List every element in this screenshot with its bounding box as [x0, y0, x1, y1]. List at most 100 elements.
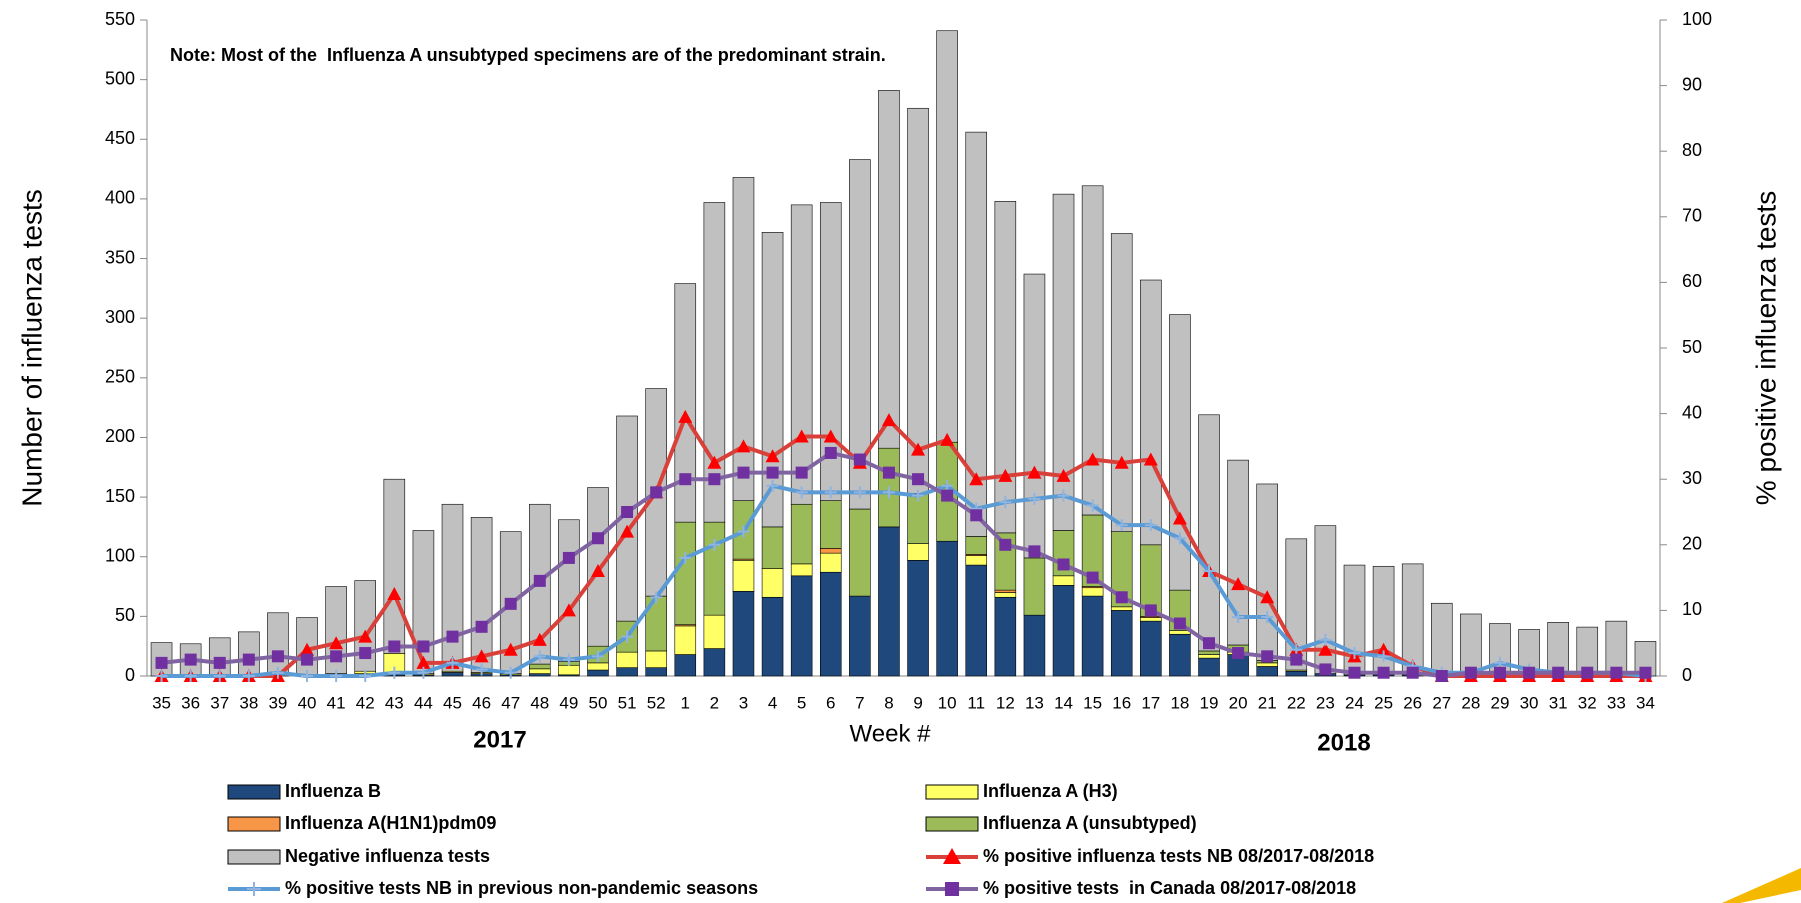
bar-segment	[1052, 585, 1075, 677]
legend-swatch	[227, 816, 281, 832]
y2-tick-label: 60	[1682, 271, 1702, 291]
marker	[766, 479, 779, 492]
marker	[562, 653, 575, 666]
line	[161, 450, 1646, 678]
legend-swatch	[925, 784, 979, 800]
x-tick-label: 22	[1287, 693, 1306, 712]
bar-segment	[790, 204, 813, 505]
bar-segment	[558, 519, 580, 662]
marker	[708, 538, 721, 551]
marker	[911, 442, 926, 456]
marker	[1085, 452, 1100, 466]
y-tick-label: 500	[105, 68, 135, 88]
marker	[213, 656, 226, 669]
marker	[1261, 650, 1274, 663]
y-tick-label: 0	[125, 665, 135, 685]
x-tick-label: 28	[1461, 693, 1480, 712]
bar-segment	[1285, 670, 1308, 677]
marker	[1493, 666, 1506, 679]
marker	[388, 640, 401, 653]
note: Note: Most of the Influenza A unsubtyped…	[170, 45, 886, 65]
legend-item: Negative influenza tests	[227, 846, 490, 866]
bar-segment	[790, 563, 813, 577]
marker	[533, 574, 546, 587]
marker	[329, 636, 344, 650]
bar-segment	[1256, 483, 1278, 661]
x-tick-label: 29	[1491, 693, 1510, 712]
legend-item: % positive influenza tests NB 08/2017-08…	[926, 846, 1374, 866]
marker	[533, 650, 546, 663]
bar-segment	[1081, 595, 1104, 677]
marker	[590, 564, 605, 578]
x-tick-label: 3	[739, 693, 748, 712]
legend-label: Influenza B	[285, 781, 381, 801]
bar-segment	[703, 614, 726, 649]
x-tick-label: 6	[826, 693, 835, 712]
bar-segment	[965, 564, 988, 677]
bar-segment	[1198, 414, 1220, 652]
legend-marker	[247, 882, 261, 896]
marker	[882, 486, 895, 499]
marker	[1057, 558, 1070, 571]
marker	[184, 670, 197, 682]
marker	[301, 653, 314, 666]
bar-segment	[587, 662, 609, 671]
y2-tick-label: 70	[1682, 206, 1702, 226]
marker	[824, 446, 837, 459]
marker	[1377, 666, 1390, 679]
marker	[941, 489, 954, 502]
y2-axis-title: % positive influenza tests	[1750, 191, 1781, 505]
marker	[1028, 545, 1041, 558]
y2-tick-label: 20	[1682, 534, 1702, 554]
bar-segment	[1198, 650, 1220, 655]
x-tick-label: 15	[1083, 693, 1102, 712]
marker	[1319, 663, 1332, 676]
legend-item: % positive tests in Canada 08/2017-08/20…	[926, 878, 1356, 898]
bar-segment	[1110, 233, 1133, 532]
x-tick-label: 40	[298, 693, 317, 712]
x-tick-label: 5	[797, 693, 806, 712]
marker	[678, 409, 693, 423]
bar-segment	[645, 667, 667, 677]
bar-segment	[441, 672, 464, 677]
y2-tick-label: 90	[1682, 74, 1702, 94]
marker	[1172, 511, 1187, 525]
x-tick-label: 24	[1345, 693, 1364, 712]
x-tick-label: 36	[181, 693, 200, 712]
marker	[882, 466, 895, 479]
bar-segment	[965, 131, 988, 537]
marker	[561, 603, 576, 617]
marker	[1377, 650, 1390, 663]
marker	[620, 524, 635, 538]
y2-tick-label: 50	[1682, 337, 1702, 357]
marker	[184, 653, 197, 666]
marker	[359, 647, 372, 660]
legend-label: Influenza A (H3)	[983, 781, 1118, 801]
marker	[1260, 590, 1275, 604]
marker	[388, 666, 401, 679]
bar-segment	[703, 202, 726, 523]
marker	[475, 663, 488, 676]
marker	[679, 551, 692, 564]
x-tick-label: 44	[414, 693, 433, 712]
x-tick-label: 10	[938, 693, 957, 712]
x-tick-label: 19	[1200, 693, 1219, 712]
x-tick-label: 50	[589, 693, 608, 712]
y2-tick-label: 10	[1682, 599, 1702, 619]
bar-segment	[936, 540, 958, 677]
x-tick-label: 26	[1403, 693, 1422, 712]
marker	[1348, 647, 1361, 660]
bar-segment	[761, 596, 784, 677]
bar-segment	[1023, 273, 1046, 559]
marker	[1173, 532, 1186, 545]
marker	[1114, 455, 1129, 469]
bar-segment	[1401, 563, 1424, 676]
x-tick-label: 33	[1607, 693, 1626, 712]
marker	[1348, 666, 1361, 679]
marker	[794, 429, 809, 443]
marker	[853, 453, 866, 466]
legend-label: % positive influenza tests NB 08/2017-08…	[983, 846, 1374, 866]
y-tick-label: 150	[105, 486, 135, 506]
bar-segment	[1198, 654, 1220, 659]
